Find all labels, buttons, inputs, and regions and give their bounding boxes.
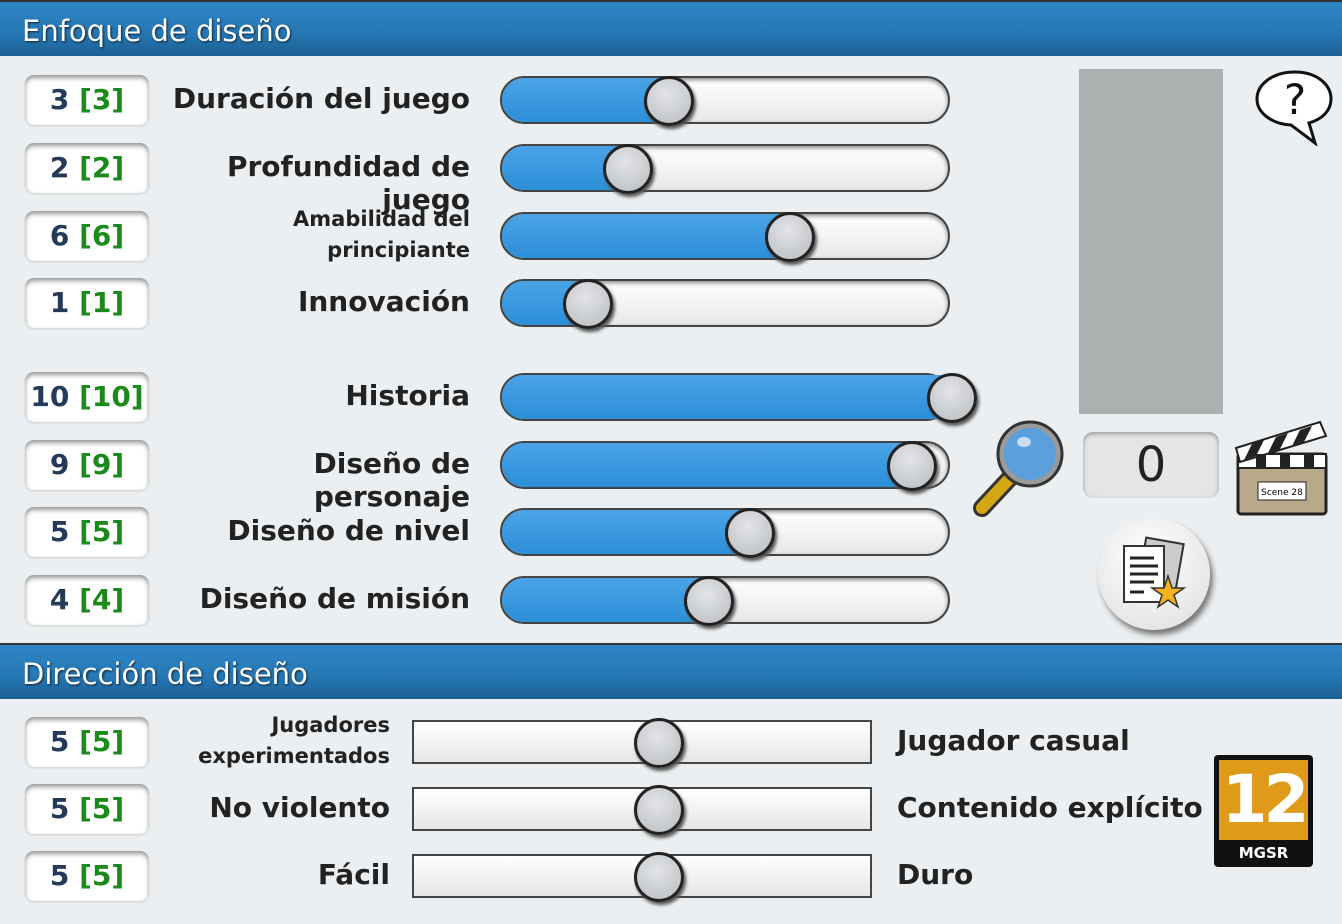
slider-handle[interactable]: [643, 76, 694, 126]
help-button[interactable]: ?: [1253, 66, 1337, 147]
focus-slider[interactable]: [500, 212, 950, 262]
focus-slider[interactable]: [500, 144, 950, 194]
clapperboard-button[interactable]: Scene 28: [1234, 420, 1330, 518]
document-star-icon: [1123, 536, 1187, 609]
direction-right-label: Duro: [897, 858, 974, 891]
design-document-button[interactable]: [1098, 518, 1210, 630]
slider-handle[interactable]: [765, 212, 815, 262]
age-rating-number: 12: [1219, 760, 1309, 840]
focus-slider[interactable]: [500, 279, 950, 329]
value-box: 2 [2]: [25, 143, 149, 193]
design-direction-header: Dirección de diseño: [0, 643, 1342, 699]
score-counter: 0: [1083, 432, 1219, 498]
focus-slider[interactable]: [500, 576, 950, 626]
direction-left-label: Jugadores experimentados: [198, 713, 390, 768]
slider-label: Innovación: [297, 285, 470, 318]
direction-left-label: Fácil: [317, 858, 390, 891]
value-box: 3 [3]: [25, 75, 149, 125]
slider-label: Amabilidad del principiante: [293, 207, 470, 262]
value-box: 5 [5]: [25, 507, 149, 557]
magnifier-icon: [973, 420, 1064, 517]
focus-slider[interactable]: [500, 441, 950, 491]
slider-label: Diseño de personaje: [313, 447, 470, 513]
slider-label: Historia: [345, 379, 470, 412]
design-direction-title: Dirección de diseño: [22, 657, 308, 691]
clapperboard-icon: Scene 28: [1234, 420, 1328, 516]
slider-handle[interactable]: [634, 785, 684, 835]
direction-slider[interactable]: [412, 718, 872, 768]
slider-label: Profundidad de juego: [226, 150, 470, 216]
slider-handle[interactable]: [603, 144, 653, 194]
preview-panel: [1079, 69, 1223, 414]
design-focus-title: Enfoque de diseño: [22, 14, 292, 48]
direction-right-label: Jugador casual: [897, 724, 1130, 757]
value-box: 10 [10]: [25, 372, 149, 422]
age-rating-label: MGSR: [1238, 844, 1289, 862]
focus-slider[interactable]: [500, 373, 977, 423]
slider-handle[interactable]: [724, 508, 775, 558]
help-speech-bubble-icon: ?: [1255, 70, 1333, 147]
value-box: 4 [4]: [25, 575, 149, 625]
slider-label: Diseño de nivel: [227, 514, 470, 547]
value-box: 1 [1]: [25, 278, 149, 328]
value-box: 9 [9]: [25, 440, 149, 490]
direction-slider[interactable]: [412, 785, 872, 835]
slider-handle[interactable]: [684, 576, 734, 626]
value-box: 5 [5]: [25, 717, 149, 767]
svg-text:?: ?: [1284, 75, 1306, 124]
slider-handle[interactable]: [634, 718, 684, 768]
focus-slider[interactable]: [500, 76, 950, 126]
slider-handle[interactable]: [562, 279, 613, 329]
slider-handle[interactable]: [886, 441, 937, 491]
age-rating-badge: 12 MGSR: [1214, 755, 1313, 867]
design-focus-header: Enfoque de diseño: [0, 0, 1342, 56]
value-box: 5 [5]: [25, 851, 149, 901]
slider-handle[interactable]: [927, 373, 977, 423]
magnifier-button[interactable]: [972, 418, 1072, 518]
svg-text:Scene 28: Scene 28: [1261, 488, 1303, 498]
slider-handle[interactable]: [634, 852, 684, 902]
slider-label: Diseño de misión: [199, 582, 470, 615]
direction-left-label: No violento: [209, 791, 390, 824]
value-box: 6 [6]: [25, 211, 149, 261]
focus-slider[interactable]: [500, 508, 950, 558]
direction-right-label: Contenido explícito: [897, 791, 1203, 824]
direction-slider[interactable]: [412, 852, 872, 902]
slider-label: Duración del juego: [172, 82, 470, 115]
value-box: 5 [5]: [25, 784, 149, 834]
